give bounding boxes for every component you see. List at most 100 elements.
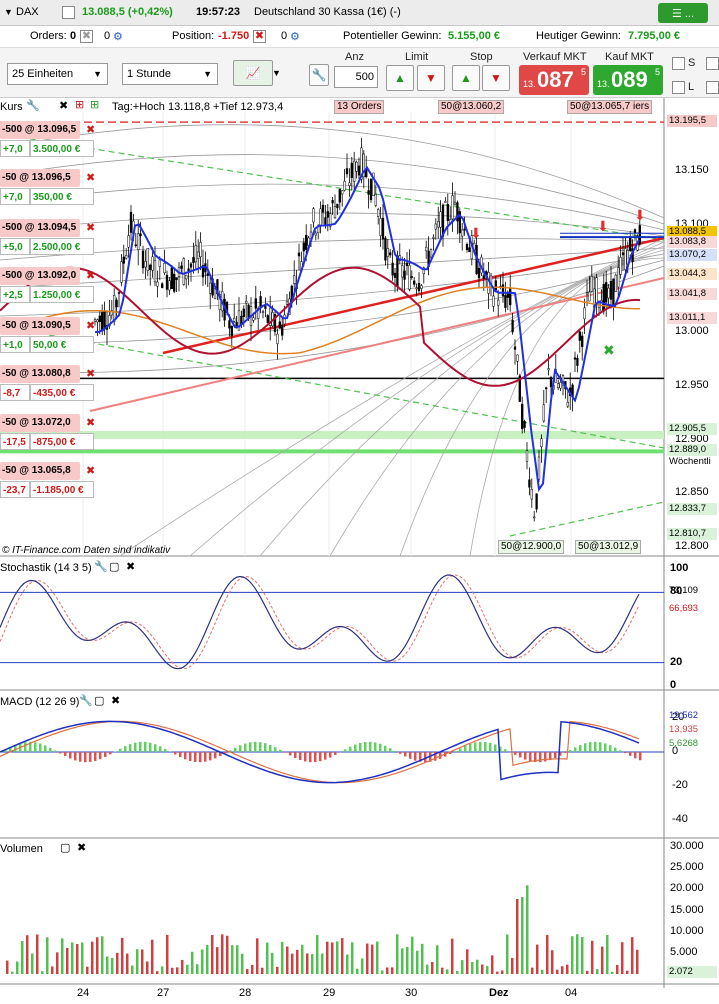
order-label[interactable]: -500 @ 13.094,5 (0, 219, 80, 237)
wrench-icon[interactable]: 🔧 (94, 561, 108, 573)
price-tick: 12.900 (675, 432, 709, 445)
candle-body (559, 382, 562, 389)
fan-arc (329, 249, 665, 557)
limit-buy-button[interactable]: ▲ (386, 65, 414, 91)
macd-hist-bar (344, 749, 347, 752)
macd-hist-bar (399, 752, 402, 754)
fan-arc (189, 241, 665, 557)
volume-bar (96, 937, 99, 974)
chevron-down-icon[interactable]: ▼ (272, 68, 281, 78)
candle-body (369, 178, 373, 201)
position-value: -1.750 (218, 30, 250, 42)
wrench-icon[interactable]: 🔧 (26, 100, 40, 112)
macd-hist-bar (419, 752, 422, 762)
fan-arc (0, 253, 665, 317)
order-pl-points: -17,5 (0, 433, 30, 450)
candle-body (165, 274, 169, 290)
order-label[interactable]: -50 @ 13.072,0 (0, 414, 80, 432)
volume-bar (316, 935, 319, 974)
wrench-icon[interactable]: 🔧 (79, 695, 93, 707)
order-label[interactable]: -50 @ 13.065,8 (0, 462, 80, 480)
checkbox-icon[interactable] (62, 6, 75, 19)
close-position-icon[interactable]: ✖ (253, 30, 266, 43)
macd-hist-bar (534, 752, 537, 763)
interval-select[interactable]: 1 Stunde ▼ (122, 63, 218, 85)
fan-arc (0, 247, 665, 289)
macd-hist-bar (219, 752, 222, 756)
volume-bar (11, 971, 14, 974)
macd-hist-bar (119, 748, 122, 752)
close-icon[interactable]: ✖ (111, 695, 121, 707)
potential-profit-value: 5.155,00 € (448, 30, 500, 42)
macd-hist-bar (129, 744, 132, 752)
volume-bar (61, 938, 64, 974)
cancel-orders-icon[interactable]: ✖ (80, 30, 93, 43)
cancel-order-icon[interactable]: ✖ (86, 368, 96, 380)
plus-icon[interactable]: ⊞ (75, 99, 85, 111)
volume-bar (186, 964, 189, 974)
option-checkbox[interactable] (706, 81, 719, 94)
order-label[interactable]: -500 @ 13.096,5 (0, 121, 80, 139)
short-checkbox[interactable] (672, 57, 685, 70)
close-icon[interactable]: ✖ (126, 561, 136, 573)
volume-bar (581, 937, 584, 974)
volume-bar (26, 935, 29, 974)
volume-bar (506, 934, 509, 974)
position-label: Position: (172, 30, 215, 42)
order-label[interactable]: -50 @ 13.080,8 (0, 365, 80, 383)
long-label: L (688, 81, 695, 93)
dropdown-arrow-icon[interactable]: ▼ (4, 7, 13, 17)
candle-body (504, 295, 507, 308)
order-label[interactable]: -50 @ 13.096,5 (0, 169, 80, 187)
orders-badge[interactable]: 13 Orders (334, 100, 385, 114)
macd-hist-bar (424, 752, 427, 763)
chart-canvas[interactable]: ⬇ ⬇ ⬇ ✖ (0, 98, 719, 1004)
close-icon[interactable]: ✖ (77, 842, 87, 854)
gear-icon[interactable]: ⚙ (290, 31, 300, 43)
order-label[interactable]: -50 @ 13.090,5 (0, 317, 80, 335)
clock-time: 19:57:23 (196, 6, 241, 18)
long-checkbox[interactable] (672, 81, 685, 94)
cancel-order-icon[interactable]: ✖ (86, 124, 96, 136)
quantity-input[interactable]: 500 (334, 66, 378, 88)
limit-sell-button[interactable]: ▼ (417, 65, 445, 91)
volume-bar (586, 970, 589, 974)
gear-icon[interactable]: ⚙ (113, 31, 123, 43)
trend-line-red (162, 236, 665, 355)
macd-hist-bar (89, 752, 92, 762)
fan-arc (0, 259, 665, 345)
stop-buy-button[interactable]: ▲ (452, 65, 480, 91)
order-label[interactable]: -500 @ 13.092,0 (0, 267, 80, 285)
cancel-order-icon[interactable]: ✖ (86, 465, 96, 477)
volume-bar (116, 952, 119, 974)
cancel-order-icon[interactable]: ✖ (86, 270, 96, 282)
macd-value: 5,6268 (669, 738, 699, 749)
window-icon[interactable]: ▢ (60, 842, 71, 854)
units-select[interactable]: 25 Einheiten ▼ (7, 63, 108, 85)
chart-type-button[interactable]: 📈 (233, 60, 273, 86)
macd-hist-bar (359, 742, 362, 752)
order-pl-points: +7,0 (0, 140, 30, 157)
option-checkbox[interactable] (706, 57, 719, 70)
macd-hist-bar (464, 745, 467, 752)
buy-market-button[interactable]: 13. 089 5 (593, 65, 663, 95)
wrench-icon[interactable]: 🔧 (309, 64, 329, 86)
cancel-order-icon[interactable]: ✖ (86, 222, 96, 234)
window-icon[interactable]: ▢ (109, 561, 120, 573)
chart-area[interactable]: ⬇ ⬇ ⬇ ✖ Kurs 🔧 ✖ ⊞ ⊞ Tag:+Hoch 13.118,8 +Ti… (0, 98, 719, 1004)
menu-button[interactable]: ☰ ... (658, 3, 708, 23)
plus-icon[interactable]: ⊞ (90, 99, 100, 111)
volume-bar (426, 964, 429, 974)
macd-hist-bar (244, 743, 247, 752)
close-icon[interactable]: ✖ (59, 100, 69, 112)
candle-body (451, 195, 454, 220)
macd-hist-bar (249, 742, 252, 752)
window-icon[interactable]: ▢ (94, 695, 105, 707)
stop-sell-button[interactable]: ▼ (482, 65, 510, 91)
symbol-label[interactable]: DAX (16, 6, 39, 18)
sell-market-button[interactable]: 13. 087 5 (519, 65, 589, 95)
cancel-order-icon[interactable]: ✖ (86, 320, 96, 332)
macd-hist-bar (74, 752, 77, 761)
cancel-order-icon[interactable]: ✖ (86, 172, 96, 184)
cancel-order-icon[interactable]: ✖ (86, 417, 96, 429)
